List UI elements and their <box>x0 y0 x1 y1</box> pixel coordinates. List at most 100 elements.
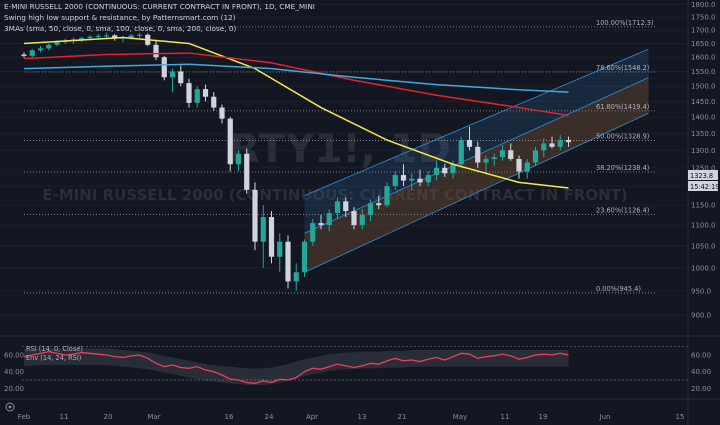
time-tick-label[interactable]: Feb <box>18 413 31 421</box>
candle-body[interactable] <box>260 217 266 242</box>
candle-body[interactable] <box>161 57 167 78</box>
candle-body[interactable] <box>549 143 555 147</box>
candle-body[interactable] <box>194 89 200 103</box>
rsi-tick-label-left: 20.00 <box>4 385 24 393</box>
candle-body[interactable] <box>343 201 349 212</box>
candle-body[interactable] <box>153 44 159 58</box>
price-tick-label: 1300.0 <box>691 147 716 155</box>
candle-body[interactable] <box>541 143 547 151</box>
time-axis[interactable]: Feb 11 20 Mar 16 24 Apr 13 21 May 11 19 Jun 15 <box>18 413 685 421</box>
candle-body[interactable] <box>103 35 110 37</box>
candle-body[interactable] <box>310 223 316 242</box>
candle-body[interactable] <box>376 203 382 206</box>
fib-label: 78.60%(1548.2) <box>596 64 649 72</box>
time-tick-label[interactable]: 16 <box>225 413 234 421</box>
rsi-label: RSI (14, 0, Close) <box>26 345 83 353</box>
price-grid <box>0 3 720 400</box>
candle-body[interactable] <box>293 272 299 282</box>
candle-body[interactable] <box>475 146 481 163</box>
candle-body[interactable] <box>227 118 233 165</box>
candle-body[interactable] <box>211 96 217 108</box>
candle-body[interactable] <box>244 153 250 190</box>
time-tick-label[interactable]: 11 <box>60 413 69 421</box>
fib-label: 61.80%(1419.4) <box>596 103 649 111</box>
candle-body[interactable] <box>483 158 489 163</box>
time-tick-label[interactable]: 11 <box>501 413 510 421</box>
candle-body[interactable] <box>425 175 431 183</box>
candle-body[interactable] <box>21 54 27 56</box>
chart-title: E-MINI RUSSELL 2000 (CONTINUOUS: CURRENT… <box>4 2 315 11</box>
candle-body[interactable] <box>136 34 143 36</box>
candle-body[interactable] <box>252 189 258 242</box>
candle-body[interactable] <box>46 44 52 49</box>
fib-label: 38.20%(1238.4) <box>596 164 649 172</box>
candle-body[interactable] <box>417 178 423 183</box>
rsi-line <box>23 351 569 384</box>
candle-body[interactable] <box>285 241 291 282</box>
candle-body[interactable] <box>367 203 374 216</box>
candle-body[interactable] <box>508 150 514 159</box>
candle-body[interactable] <box>565 140 572 143</box>
candle-body[interactable] <box>466 140 473 147</box>
candle-body[interactable] <box>334 201 341 214</box>
candle-body[interactable] <box>384 186 390 206</box>
settings-icon[interactable] <box>5 402 15 412</box>
candle-body[interactable] <box>128 35 134 38</box>
candle-body[interactable] <box>87 36 93 39</box>
candle-body[interactable] <box>186 83 192 103</box>
time-tick-label[interactable]: 20 <box>104 413 113 421</box>
time-tick-label[interactable]: 13 <box>358 413 367 421</box>
time-tick-label[interactable]: Mar <box>147 413 160 421</box>
candle-body[interactable] <box>392 175 398 187</box>
candle-body[interactable] <box>491 157 497 159</box>
toolbar-icons[interactable] <box>5 402 15 412</box>
candle-body[interactable] <box>95 35 101 37</box>
time-tick-label[interactable]: 15 <box>676 413 685 421</box>
candle-body[interactable] <box>524 162 530 172</box>
candle-body[interactable] <box>351 211 357 226</box>
candle-body[interactable] <box>235 153 242 165</box>
candle-body[interactable] <box>112 35 118 39</box>
candle-body[interactable] <box>557 140 563 147</box>
time-tick-label[interactable]: May <box>453 413 467 421</box>
candle-body[interactable] <box>219 107 225 119</box>
fib-label: 23.60%(1126.4) <box>596 206 649 214</box>
candle-body[interactable] <box>326 213 332 226</box>
time-tick-label[interactable]: Apr <box>306 413 318 421</box>
candle-body[interactable] <box>54 42 60 45</box>
candle-body[interactable] <box>301 241 308 273</box>
price-tick-label: 1050.0 <box>691 242 716 250</box>
candle-body[interactable] <box>178 71 184 84</box>
candle-body[interactable] <box>268 217 275 257</box>
candle-body[interactable] <box>29 50 35 56</box>
candle-body[interactable] <box>318 223 324 226</box>
candle-body[interactable] <box>499 150 506 158</box>
candle-body[interactable] <box>400 175 407 181</box>
time-tick-label[interactable]: 24 <box>265 413 274 421</box>
candle-body[interactable] <box>442 167 448 174</box>
candle-body[interactable] <box>277 241 283 257</box>
price-tick-label: 1250.0 <box>691 164 716 172</box>
candle-body[interactable] <box>37 48 44 51</box>
time-tick-label[interactable]: 19 <box>539 413 548 421</box>
time-tick-label[interactable]: Jun <box>599 413 611 421</box>
candle-body[interactable] <box>169 71 176 78</box>
candle-body[interactable] <box>433 167 440 176</box>
candlesticks[interactable] <box>21 32 572 291</box>
candle-body[interactable] <box>202 89 209 97</box>
time-tick-label[interactable]: 21 <box>398 413 407 421</box>
candle-body[interactable] <box>450 164 456 174</box>
candle-body[interactable] <box>458 140 464 165</box>
candle-body[interactable] <box>79 38 85 40</box>
env-label: Env (14, 24, RSI) <box>26 354 81 362</box>
price-axis[interactable]: 1800.0 1750.0 1700.0 1650.0 1600.0 1550.0 1500… <box>687 0 716 425</box>
candle-body[interactable] <box>532 150 539 163</box>
candle-body[interactable] <box>516 158 522 172</box>
candle-body[interactable] <box>359 215 365 226</box>
rsi-pane[interactable]: 60.00 60.00 40.00 40.00 20.00 20.00 <box>4 346 711 393</box>
candle-body[interactable] <box>409 178 415 181</box>
channel-lower-band <box>304 77 649 273</box>
